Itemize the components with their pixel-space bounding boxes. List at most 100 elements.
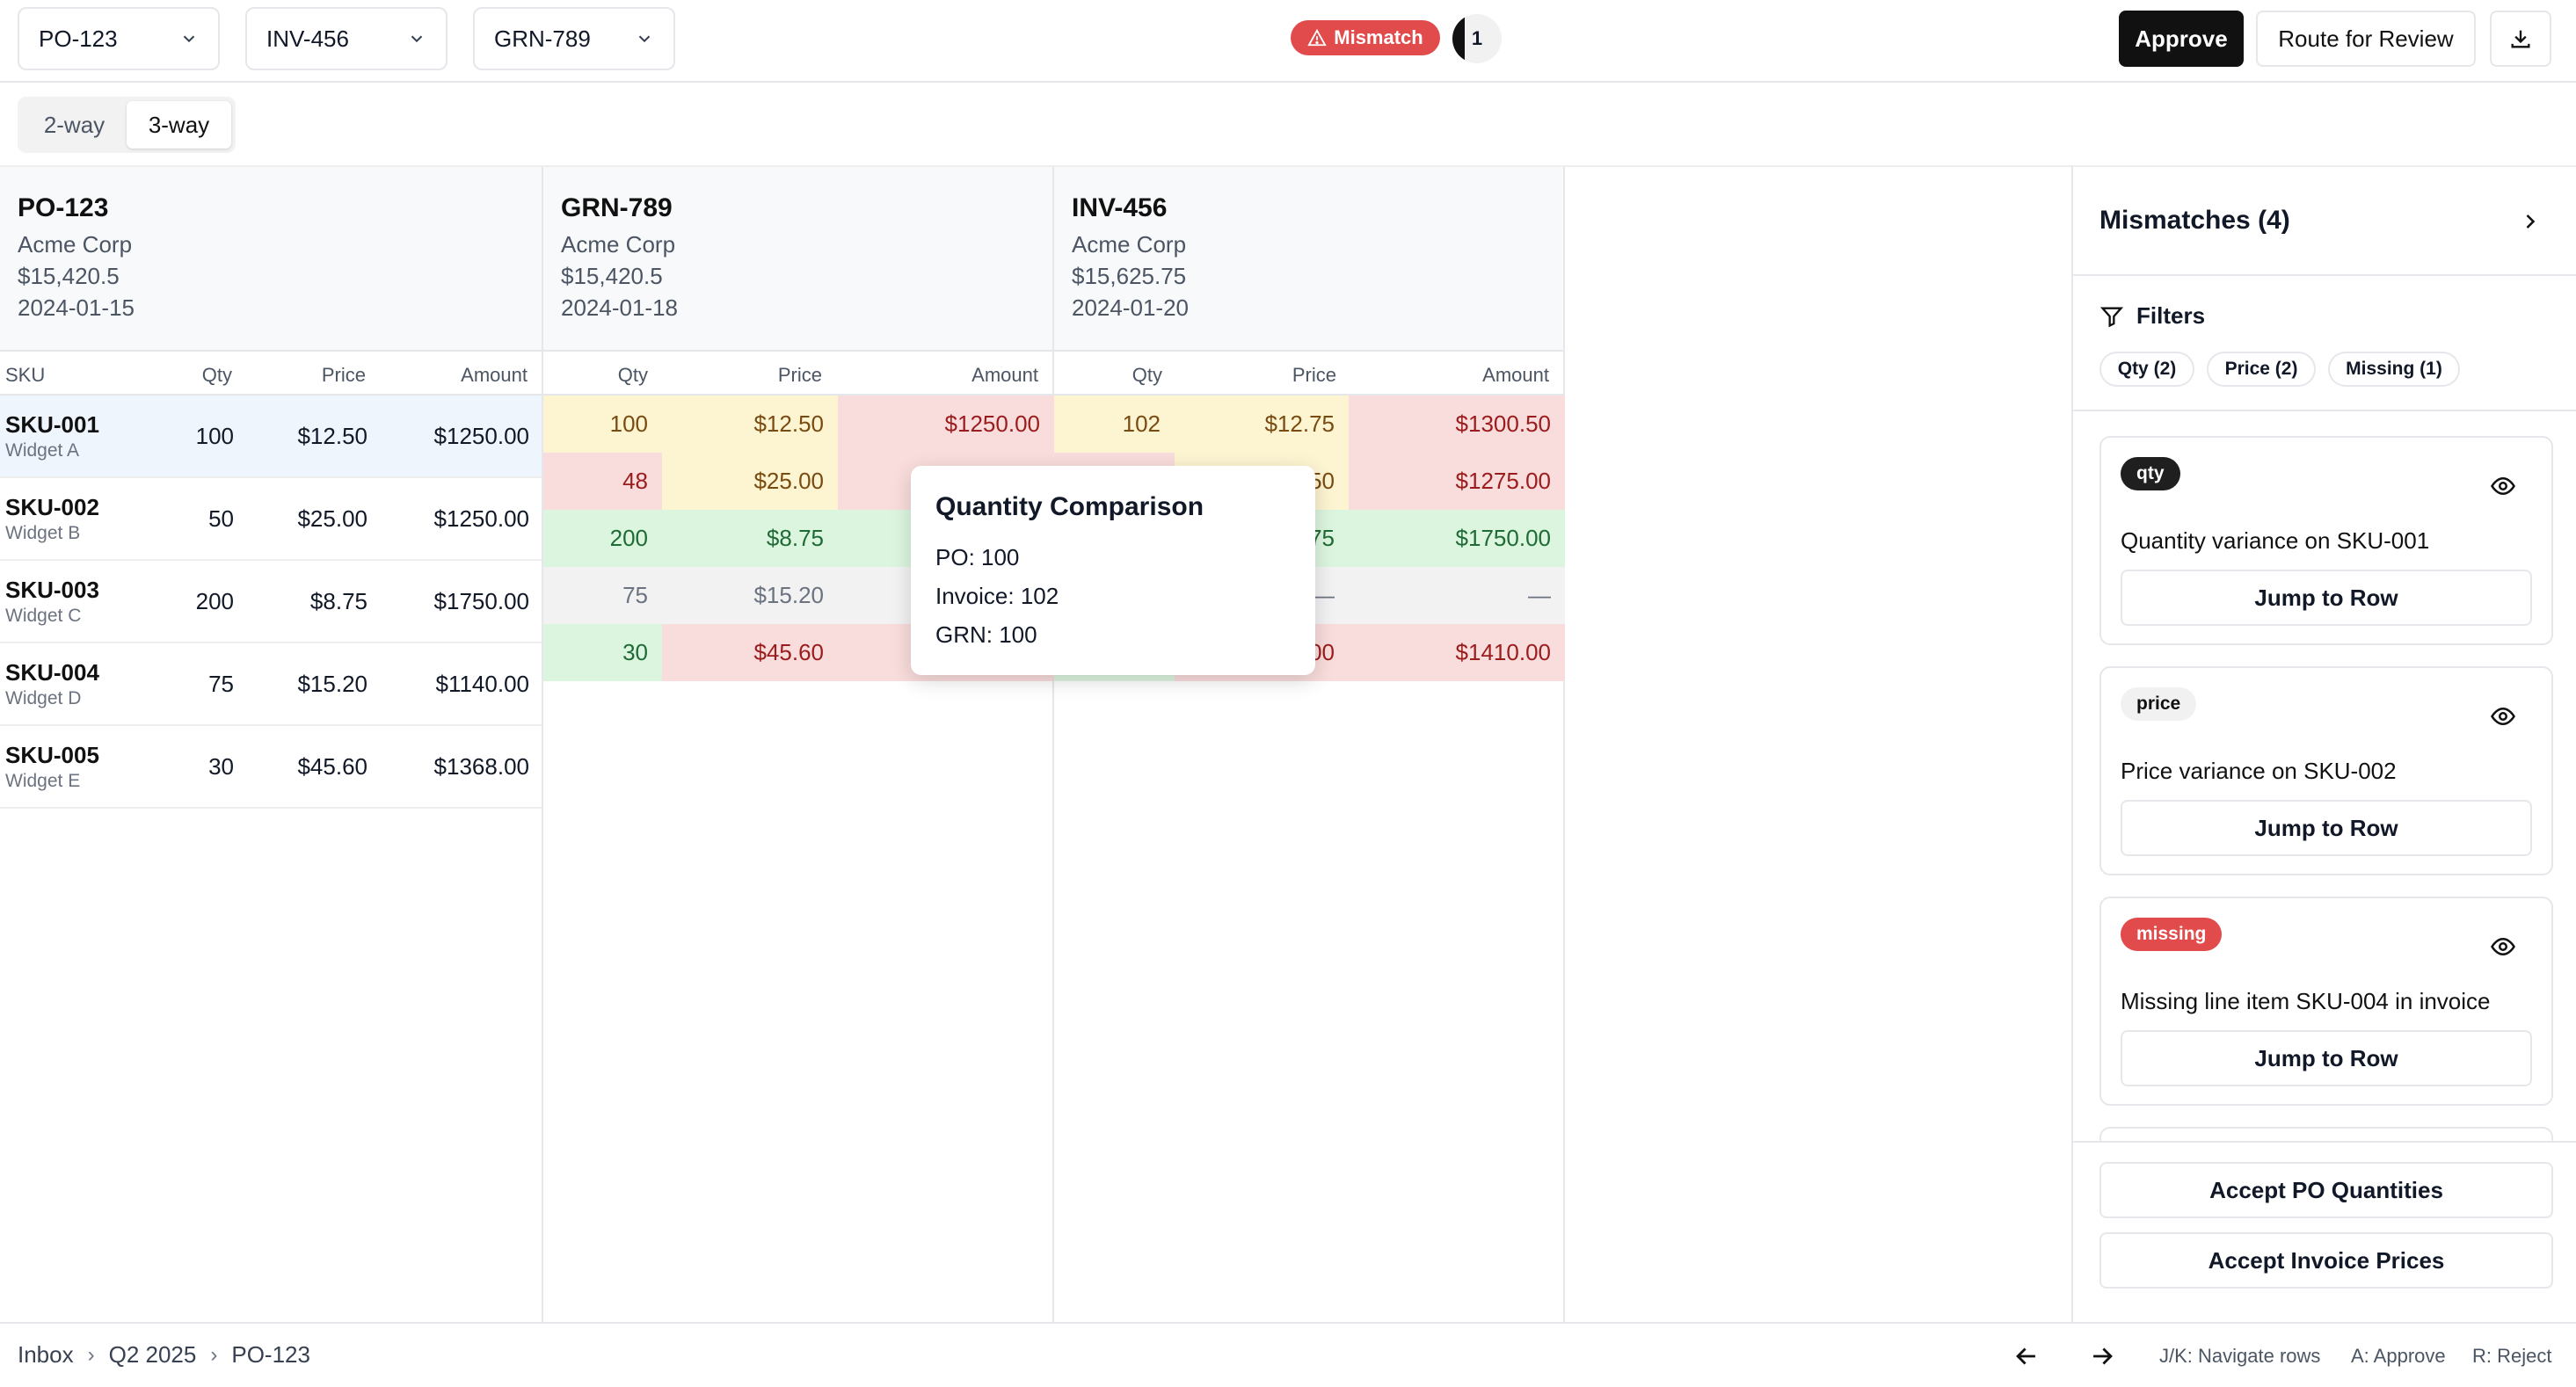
invoice-header: INV-456 Acme Corp $15,625.75 2024-01-20 (1054, 167, 1563, 352)
table-row[interactable]: SKU-004 Widget D 75 $15.20 $1140.00 (0, 643, 542, 726)
price-cell: $12.50 (662, 396, 838, 453)
price-cell: $8.75 (662, 510, 838, 567)
price-cell: $8.75 (309, 587, 367, 614)
sku-desc: Widget A (5, 439, 80, 461)
breadcrumb-po[interactable]: PO-123 (231, 1341, 310, 1368)
grn-header: GRN-789 Acme Corp $15,420.5 2024-01-18 (543, 167, 1052, 352)
sku-code: SKU-001 (5, 410, 99, 438)
qty-cell: 75 (208, 670, 234, 697)
mismatch-description: Price variance on SKU-002 (2121, 758, 2397, 784)
table-row[interactable]: SKU-002 Widget B 50 $25.00 $1250.00 (0, 478, 542, 561)
po-select-value: PO-123 (39, 25, 118, 52)
accept-po-quantities-button[interactable]: Accept PO Quantities (2099, 1162, 2553, 1218)
approve-button[interactable]: Approve (2119, 11, 2244, 67)
price-cell: $25.00 (297, 505, 367, 532)
mismatch-count-pill[interactable]: 1 (1452, 14, 1502, 63)
chevron-down-icon (638, 35, 651, 43)
footer-bar: Inbox › Q2 2025 › PO-123 J/K: Navigate r… (0, 1322, 2576, 1387)
arrow-left-icon[interactable] (2012, 1341, 2041, 1371)
sku-code: SKU-005 (5, 741, 99, 768)
sidebar-title: Mismatches (4) (2099, 206, 2290, 235)
filter-chip-qty[interactable]: Qty (2) (2099, 352, 2194, 387)
inv-select-value: INV-456 (266, 25, 349, 52)
filter-chip-missing[interactable]: Missing (1) (2328, 352, 2460, 387)
amount-cell: $1275.00 (1349, 453, 1565, 510)
mismatch-card[interactable]: qty Quantity variance on SKU-001 Jump to… (2099, 436, 2553, 645)
mode-2-way[interactable]: 2-way (43, 111, 106, 138)
table-row[interactable]: 100 $12.50 $1250.00 (543, 396, 1054, 453)
table-row[interactable]: SKU-005 Widget E 30 $45.60 $1368.00 (0, 726, 542, 809)
jump-to-row-button[interactable]: Jump to Row (2121, 800, 2532, 856)
price-cell: $15.20 (297, 670, 367, 697)
chevron-right-icon[interactable] (2518, 209, 2543, 234)
tooltip-grn: GRN: 100 (935, 621, 1037, 648)
match-mode-toggle: 2-way 3-way (18, 97, 236, 153)
qty-cell: 200 (195, 587, 234, 614)
invoice-panel: INV-456 Acme Corp $15,625.75 2024-01-20 … (1054, 167, 1565, 1324)
amount-cell: $1250.00 (433, 422, 529, 449)
invoice-date: 2024-01-20 (1072, 294, 1189, 321)
grn-select[interactable]: GRN-789 (473, 7, 675, 70)
col-qty: Qty (201, 364, 232, 386)
mismatch-tag: qty (2121, 457, 2180, 490)
table-row[interactable]: SKU-003 Widget C 200 $8.75 $1750.00 (0, 561, 542, 643)
price-cell: $45.60 (662, 624, 838, 681)
grn-date: 2024-01-18 (561, 294, 678, 321)
po-date: 2024-01-15 (18, 294, 135, 321)
po-title: PO-123 (18, 193, 109, 222)
route-label: Route for Review (2278, 25, 2454, 52)
sku-code: SKU-004 (5, 658, 99, 686)
inv-select[interactable]: INV-456 (245, 7, 448, 70)
mismatch-label: Mismatch (1334, 26, 1423, 48)
chevron-right-icon: › (210, 1342, 218, 1367)
mismatch-tag: missing (2121, 918, 2223, 951)
filters-text: Filters (2136, 302, 2206, 329)
mismatch-card-partial[interactable] (2099, 1127, 2553, 1141)
eye-icon[interactable] (2490, 933, 2516, 960)
qty-cell: 30 (543, 624, 662, 681)
jump-to-row-button[interactable]: Jump to Row (2121, 570, 2532, 626)
download-button[interactable] (2490, 11, 2551, 67)
amount-cell: $1250.00 (433, 505, 529, 532)
quantity-comparison-tooltip: Quantity Comparison PO: 100 Invoice: 102… (911, 466, 1315, 675)
qty-cell: 48 (543, 453, 662, 510)
chevron-right-icon: › (87, 1342, 95, 1367)
jump-to-row-button[interactable]: Jump to Row (2121, 1030, 2532, 1086)
chevron-down-icon (411, 35, 423, 43)
po-select[interactable]: PO-123 (18, 7, 220, 70)
mismatch-tag: price (2121, 687, 2197, 721)
amount-cell: $1250.00 (838, 396, 1054, 453)
qty-cell: 75 (543, 567, 662, 624)
col-price: Price (321, 364, 366, 386)
po-total: $15,420.5 (18, 263, 120, 289)
comparison-grid: PO-123 Acme Corp $15,420.5 2024-01-15 SK… (0, 165, 2071, 1324)
sku-desc: Widget D (5, 687, 82, 708)
mismatch-card[interactable]: missing Missing line item SKU-004 in inv… (2099, 897, 2553, 1106)
amount-cell: $1140.00 (435, 670, 529, 697)
breadcrumb-q2-2025[interactable]: Q2 2025 (108, 1341, 197, 1368)
mismatch-card[interactable]: price Price variance on SKU-002 Jump to … (2099, 666, 2553, 875)
col-qty: Qty (617, 364, 648, 386)
invoice-total: $15,625.75 (1072, 263, 1187, 289)
mismatch-count: 1 (1471, 27, 1483, 49)
filter-icon (2099, 307, 2124, 327)
qty-cell: 100 (543, 396, 662, 453)
mode-3-way[interactable]: 3-way (127, 101, 231, 149)
accept-invoice-prices-button[interactable]: Accept Invoice Prices (2099, 1232, 2553, 1289)
route-for-review-button[interactable]: Route for Review (2256, 11, 2476, 67)
arrow-right-icon[interactable] (2087, 1341, 2117, 1371)
table-row[interactable]: SKU-001 Widget A 100 $12.50 $1250.00 (0, 396, 542, 478)
eye-icon[interactable] (2490, 473, 2516, 499)
mismatches-sidebar: Mismatches (4) Filters Qty (2) Price (2)… (2071, 165, 2576, 1324)
hint-reject: R: Reject (2472, 1345, 2552, 1367)
col-price: Price (777, 364, 822, 386)
filter-chip-price[interactable]: Price (2) (2207, 352, 2316, 387)
amount-cell: $1368.00 (433, 752, 529, 780)
invoice-column-headers: Qty Price Amount (1054, 352, 1563, 396)
table-row[interactable]: 102 $12.75 $1300.50 (1054, 396, 1565, 453)
price-cell: $12.50 (297, 422, 367, 449)
sidebar-header: Mismatches (4) (2073, 167, 2576, 276)
breadcrumb-inbox[interactable]: Inbox (18, 1341, 74, 1368)
eye-icon[interactable] (2490, 703, 2516, 730)
grn-column-headers: Qty Price Amount (543, 352, 1052, 396)
